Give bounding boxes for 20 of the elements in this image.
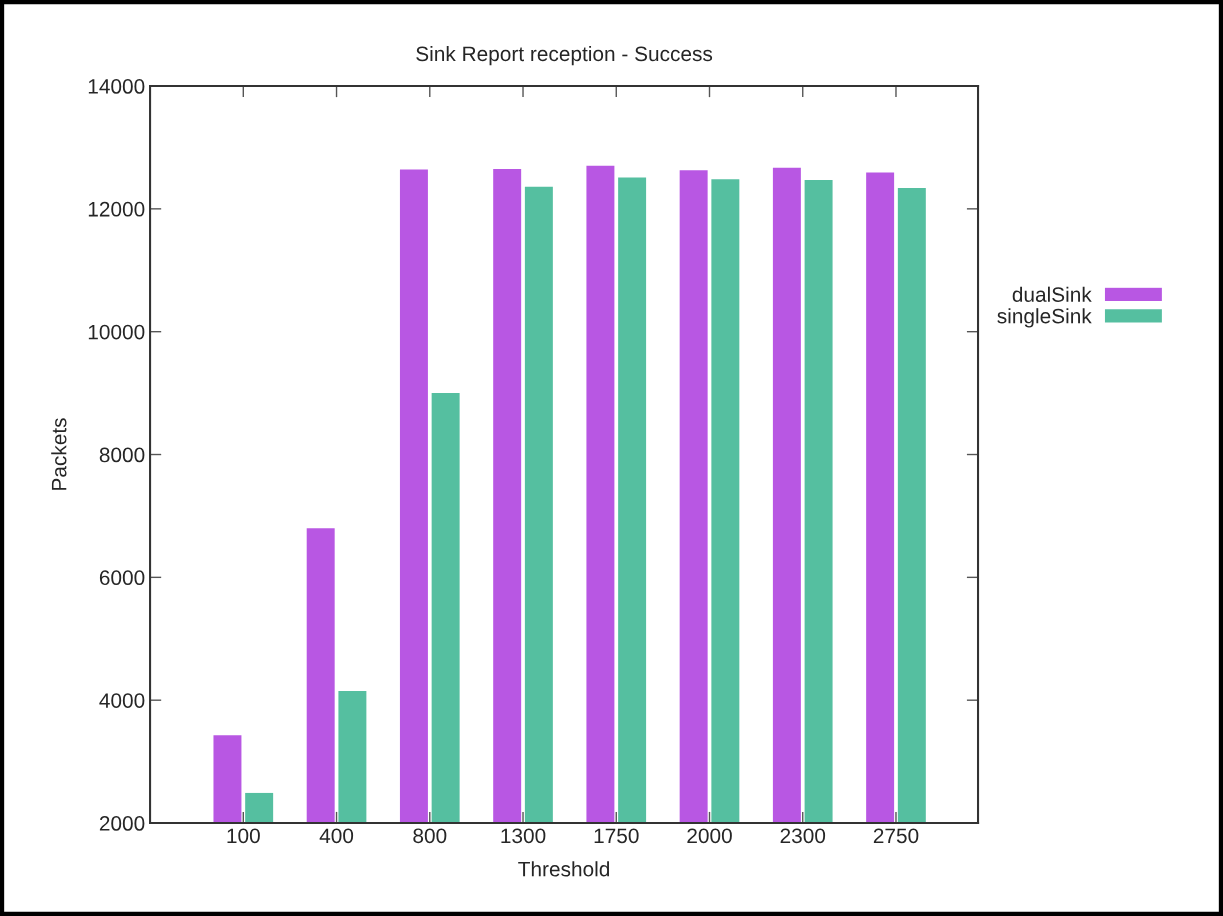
x-tick-label: 2000 — [687, 828, 732, 844]
x-tick-label: 1750 — [594, 828, 639, 844]
x-tick-label: 2300 — [780, 828, 826, 844]
x-tick-label: 800 — [413, 828, 447, 844]
chart-title: Sink Report reception - Success — [416, 45, 713, 66]
legend-label: dualSink — [1012, 286, 1092, 302]
y-tick-label: 12000 — [88, 201, 145, 217]
y-tick-label: 14000 — [88, 79, 145, 94]
y-tick-label: 4000 — [99, 693, 145, 708]
x-tick-label: 2750 — [873, 828, 919, 844]
legend-label: singleSink — [997, 308, 1092, 328]
x-axis-title: Threshold — [518, 861, 610, 877]
x-tick-label: 1300 — [501, 828, 546, 844]
y-tick-label: 8000 — [99, 447, 145, 463]
y-tick-label: 10000 — [88, 324, 145, 340]
y-axis-title: Packets — [51, 418, 67, 490]
y-tick-label: 2000 — [99, 816, 145, 831]
x-tick-label: 400 — [319, 828, 354, 844]
x-tick-label: 100 — [227, 828, 260, 844]
y-tick-label: 6000 — [99, 570, 145, 586]
